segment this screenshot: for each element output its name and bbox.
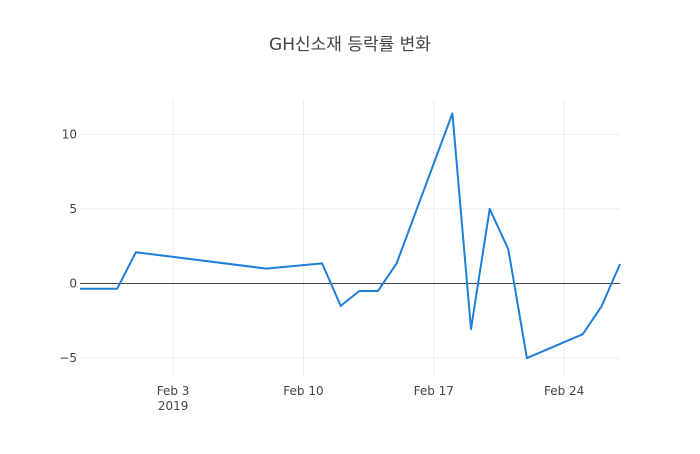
x-tick-sublabel: 2019 — [158, 399, 189, 413]
y-tick-label: −5 — [59, 351, 77, 365]
series-layer — [80, 112, 621, 360]
y-tick-labels: −5 0 5 10 — [59, 127, 77, 365]
y-tick-label: 0 — [69, 277, 77, 291]
grid-layer — [80, 100, 620, 376]
x-tick-label: Feb 24 — [544, 384, 584, 398]
y-tick-label: 5 — [69, 202, 77, 216]
x-tick-label: Feb 10 — [283, 384, 323, 398]
chart-title: GH신소재 등락률 변화 — [269, 35, 431, 55]
x-tick-label: Feb 3 — [157, 384, 190, 398]
series-line — [80, 112, 621, 360]
y-tick-label: 10 — [62, 127, 77, 141]
x-tick-label: Feb 17 — [414, 384, 454, 398]
